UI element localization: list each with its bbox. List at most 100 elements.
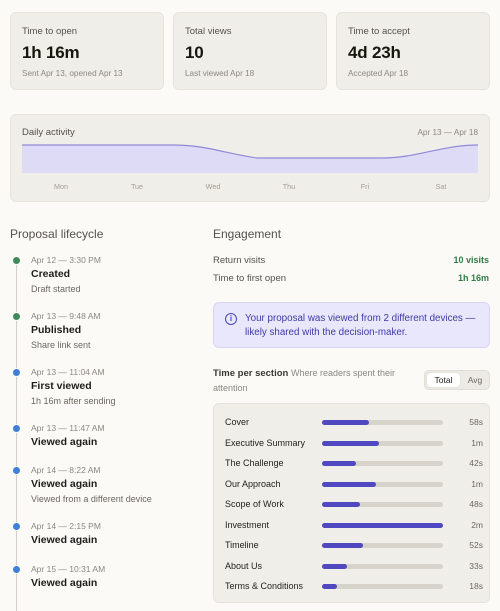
section-bar-track — [322, 461, 443, 466]
return-visits-label: Return visits — [213, 255, 266, 266]
total-avg-toggle: Total Avg — [424, 370, 490, 390]
toggle-avg[interactable]: Avg — [467, 375, 483, 385]
event-date: Apr 13 — 9:48 AM — [31, 311, 101, 321]
day-label: Wed — [205, 182, 221, 191]
stat-label: Total views — [185, 26, 232, 37]
section-bar-fill — [322, 420, 370, 425]
section-name: Executive Summary — [225, 437, 306, 448]
section-name: Timeline — [225, 540, 259, 550]
section-time: 52s — [469, 540, 483, 550]
time-per-section-subtitle: Where readers spent their attention — [213, 368, 396, 393]
section-row: Timeline 52s — [225, 539, 483, 553]
activity-area — [22, 145, 478, 173]
daily-activity-title: Daily activity — [22, 127, 75, 138]
event-date: Apr 12 — 3:30 PM — [31, 255, 101, 265]
event-date: Apr 13 — 11:47 AM — [31, 423, 105, 433]
section-row: Our Approach 1m — [225, 478, 483, 492]
toggle-total[interactable]: Total — [427, 373, 460, 387]
time-per-section-card: Cover 58s Executive Summary 1m The Chall… — [213, 403, 490, 603]
daily-activity-card: Daily activity Apr 13 — Apr 18 Mon Tue W… — [10, 114, 490, 202]
time-to-first-open-value: 1h 16m — [457, 273, 489, 283]
event-date: Apr 13 — 11:04 AM — [31, 367, 105, 377]
section-time: 33s — [469, 560, 483, 571]
lifecycle-heading: Proposal lifecycle — [10, 227, 104, 241]
section-row: Scope of Work 48s — [225, 498, 483, 512]
section-time: 48s — [469, 499, 483, 509]
section-name: Our Approach — [225, 478, 281, 489]
stat-value: 10 — [185, 43, 204, 62]
section-bar-fill — [322, 584, 337, 589]
section-bar-track — [322, 522, 443, 528]
day-label: Fri — [360, 182, 370, 191]
time-per-section-title: Time per section — [213, 368, 289, 379]
time-per-section-header: Time per section Where readers spent the… — [213, 366, 418, 396]
stat-card-time-to-accept: Time to accept 4d 23h Accepted Apr 18 — [336, 12, 490, 90]
info-banner-text: Your proposal was viewed from 2 differen… — [245, 313, 476, 338]
section-time: 1m — [471, 437, 483, 448]
event-title: Viewed again — [31, 478, 98, 490]
section-time: 2m — [471, 519, 483, 530]
timeline-dot — [12, 256, 21, 265]
section-name: Investment — [225, 519, 270, 530]
section-row: The Challenge 42s — [225, 457, 483, 471]
timeline-dot — [12, 466, 21, 475]
stat-label: Time to accept — [348, 26, 410, 37]
timeline-dot — [12, 368, 21, 377]
devices-info-banner: i Your proposal was viewed from 2 differ… — [213, 302, 490, 348]
stat-sub: Sent Apr 13, opened Apr 13 — [22, 69, 123, 78]
section-time: 58s — [469, 417, 483, 427]
event-desc: Draft started — [31, 284, 81, 294]
day-label: Mon — [54, 182, 68, 191]
section-time: 18s — [469, 581, 483, 591]
section-bar-fill — [322, 502, 360, 507]
timeline-dot — [12, 312, 21, 321]
section-row: About Us 33s — [225, 560, 483, 574]
section-bar-fill — [322, 543, 364, 548]
section-bar-fill — [322, 563, 348, 569]
section-bar-fill — [322, 461, 356, 466]
stat-value: 4d 23h — [348, 43, 401, 62]
timeline-dot — [12, 424, 21, 433]
activity-sparkline — [22, 144, 478, 173]
info-icon: i — [225, 313, 237, 325]
stat-sub: Last viewed Apr 18 — [185, 69, 255, 78]
event-date: Apr 14 — 2:15 PM — [31, 521, 101, 531]
section-bar-track — [322, 584, 443, 589]
event-desc: Share link sent — [31, 340, 91, 350]
section-row: Cover 58s — [225, 416, 483, 430]
event-desc: 1h 16m after sending — [31, 396, 116, 406]
stat-value: 1h 16m — [22, 43, 80, 62]
event-date: Apr 14 — 8:22 AM — [31, 465, 101, 475]
section-name: Scope of Work — [225, 499, 284, 509]
return-visits-value: 10 visits — [453, 255, 489, 265]
event-title: Viewed again — [31, 534, 98, 546]
section-row: Investment 2m — [225, 519, 483, 533]
event-title: Published — [31, 324, 82, 336]
section-bar-track — [322, 502, 443, 507]
timeline-line — [16, 262, 17, 611]
timeline-dot — [12, 522, 21, 531]
section-bar-track — [322, 420, 443, 425]
time-to-first-open-label: Time to first open — [213, 273, 287, 284]
day-label: Tue — [130, 182, 144, 191]
event-title: First viewed — [31, 380, 92, 392]
stat-label: Time to open — [22, 26, 78, 37]
section-time: 1m — [471, 478, 483, 489]
stat-card-time-to-open: Time to open 1h 16m Sent Apr 13, opened … — [10, 12, 164, 90]
section-bar-track — [322, 543, 443, 548]
event-title: Created — [31, 268, 71, 280]
section-bar-track — [322, 563, 443, 569]
event-date: Apr 15 — 10:31 AM — [31, 564, 106, 574]
engagement-heading: Engagement — [213, 227, 282, 241]
day-label: Sat — [435, 182, 447, 191]
section-name: Terms & Conditions — [225, 581, 304, 591]
section-name: About Us — [225, 560, 263, 571]
section-time: 42s — [469, 458, 483, 468]
section-bar-track — [322, 440, 443, 446]
activity-line — [22, 144, 478, 159]
event-title: Viewed again — [31, 436, 98, 448]
daily-activity-range: Apr 13 — Apr 18 — [417, 128, 478, 137]
section-name: Cover — [225, 417, 250, 427]
section-bar-fill — [322, 522, 443, 528]
day-label: Thu — [282, 182, 296, 191]
